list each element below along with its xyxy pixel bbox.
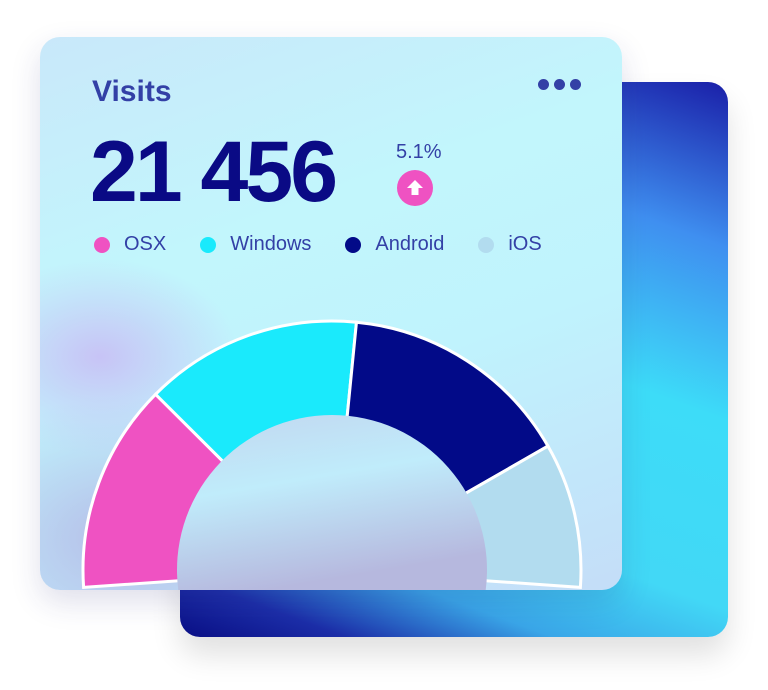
legend-label: OSX	[124, 233, 167, 255]
legend-swatch	[94, 236, 110, 253]
legend-item-android: Android	[345, 233, 444, 256]
visits-card: Visits 21 456 5.1% OSX Windows Android i…	[40, 37, 622, 590]
legend: OSX Windows Android iOS	[94, 233, 576, 256]
legend-item-windows: Windows	[200, 233, 311, 256]
legend-item-osx: OSX	[94, 233, 166, 256]
more-dot	[570, 79, 581, 90]
card-title: Visits	[92, 75, 172, 108]
total-visits: 21 456	[90, 124, 338, 220]
more-options-button[interactable]	[538, 79, 581, 90]
legend-swatch	[345, 236, 362, 253]
more-horizontal-icon	[538, 79, 549, 90]
legend-item-ios: iOS	[478, 233, 542, 256]
change-percent: 5.1%	[396, 141, 442, 163]
legend-label: Windows	[230, 233, 312, 255]
legend-swatch	[478, 236, 495, 253]
more-dot	[554, 79, 565, 90]
legend-swatch	[200, 236, 217, 253]
legend-label: Android	[375, 233, 445, 255]
legend-label: iOS	[508, 233, 542, 255]
donut-hole	[177, 414, 488, 590]
arrow-up-icon	[397, 170, 433, 206]
semi-donut-chart	[81, 319, 583, 590]
